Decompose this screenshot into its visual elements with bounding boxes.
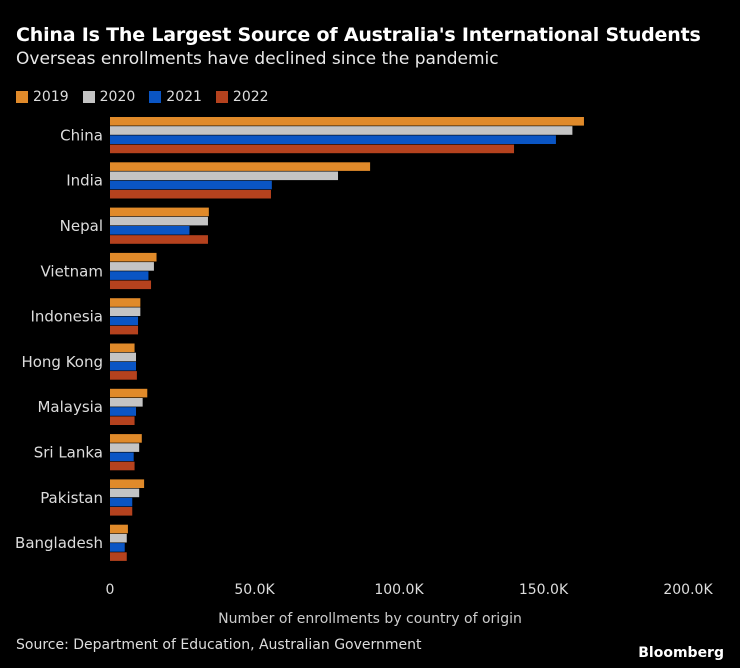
bar-bangladesh-2019 — [110, 524, 128, 534]
category-label: Pakistan — [40, 489, 103, 507]
bar-hong-kong-2019 — [110, 343, 135, 353]
legend-item-2021: 2021 — [149, 89, 202, 105]
chart-title: China Is The Largest Source of Australia… — [16, 24, 701, 46]
chart-subtitle: Overseas enrollments have declined since… — [16, 49, 499, 69]
legend-item-2022: 2022 — [215, 89, 269, 105]
category-label: Indonesia — [30, 308, 103, 326]
category-label: Vietnam — [40, 262, 103, 280]
bar-hong-kong-2020 — [110, 352, 137, 362]
x-axis-label: Number of enrollments by country of orig… — [218, 611, 522, 627]
bar-pakistan-2022 — [110, 507, 133, 516]
bar-indonesia-2019 — [110, 298, 141, 307]
bar-pakistan-2020 — [110, 488, 140, 498]
legend-label: 2020 — [99, 89, 136, 105]
bar-pakistan-2021 — [110, 497, 133, 507]
bar-nepal-2020 — [110, 216, 208, 226]
legend-label: 2022 — [232, 89, 269, 105]
legend-swatch — [149, 91, 162, 103]
bar-india-2022 — [110, 189, 271, 199]
legend-label: 2021 — [166, 89, 202, 105]
bar-indonesia-2022 — [110, 325, 139, 335]
bar-bangladesh-2022 — [110, 552, 127, 561]
bar-vietnam-2022 — [110, 280, 152, 290]
bar-vietnam-2021 — [110, 271, 149, 280]
bar-nepal-2022 — [110, 235, 208, 244]
source-note: Source: Department of Education, Austral… — [16, 637, 422, 653]
bar-bangladesh-2021 — [110, 543, 125, 552]
legend-swatch — [16, 91, 28, 103]
category-label: Sri Lanka — [34, 444, 103, 462]
legend-swatch — [215, 91, 228, 103]
bar-hong-kong-2021 — [110, 361, 137, 371]
x-tick-label: 50.0K — [234, 582, 275, 598]
bar-malaysia-2021 — [110, 407, 137, 416]
legend: 2019 2020 2021 2022 — [16, 89, 269, 105]
bar-india-2021 — [110, 180, 272, 190]
bloomberg-logo: Bloomberg — [638, 645, 724, 661]
bar-nepal-2019 — [110, 207, 209, 217]
category-label: Nepal — [60, 217, 103, 235]
category-label: India — [66, 172, 103, 190]
legend-item-2020: 2020 — [82, 89, 136, 105]
bar-indonesia-2020 — [110, 307, 141, 316]
x-tick-label: 0 — [106, 582, 115, 598]
bar-sri-lanka-2021 — [110, 452, 134, 462]
bar-china-2022 — [110, 144, 515, 154]
x-tick-label: 100.0K — [374, 582, 424, 598]
bar-china-2020 — [110, 126, 573, 135]
x-tick-label: 150.0K — [519, 582, 569, 598]
x-tick-label: 200.0K — [663, 582, 713, 598]
bar-china-2021 — [110, 135, 556, 144]
bar-hong-kong-2022 — [110, 371, 137, 380]
category-label: China — [60, 126, 103, 144]
bar-malaysia-2019 — [110, 388, 148, 398]
category-label: Hong Kong — [21, 353, 103, 371]
bar-malaysia-2022 — [110, 416, 135, 425]
legend-label: 2019 — [33, 89, 69, 105]
bar-vietnam-2019 — [110, 252, 157, 262]
bar-bangladesh-2020 — [110, 533, 127, 543]
bar-india-2019 — [110, 162, 371, 171]
bar-indonesia-2021 — [110, 316, 139, 326]
category-label: Bangladesh — [15, 534, 103, 552]
category-label: Malaysia — [37, 398, 103, 416]
bar-india-2020 — [110, 171, 339, 181]
bar-sri-lanka-2019 — [110, 434, 142, 443]
legend-item-2019: 2019 — [16, 89, 69, 105]
bar-vietnam-2020 — [110, 262, 154, 271]
bar-malaysia-2020 — [110, 398, 143, 407]
bar-pakistan-2019 — [110, 479, 145, 488]
bar-china-2019 — [110, 117, 584, 126]
legend-swatch — [82, 91, 95, 103]
bar-sri-lanka-2020 — [110, 443, 140, 452]
bar-nepal-2021 — [110, 226, 190, 235]
bar-sri-lanka-2022 — [110, 461, 135, 471]
